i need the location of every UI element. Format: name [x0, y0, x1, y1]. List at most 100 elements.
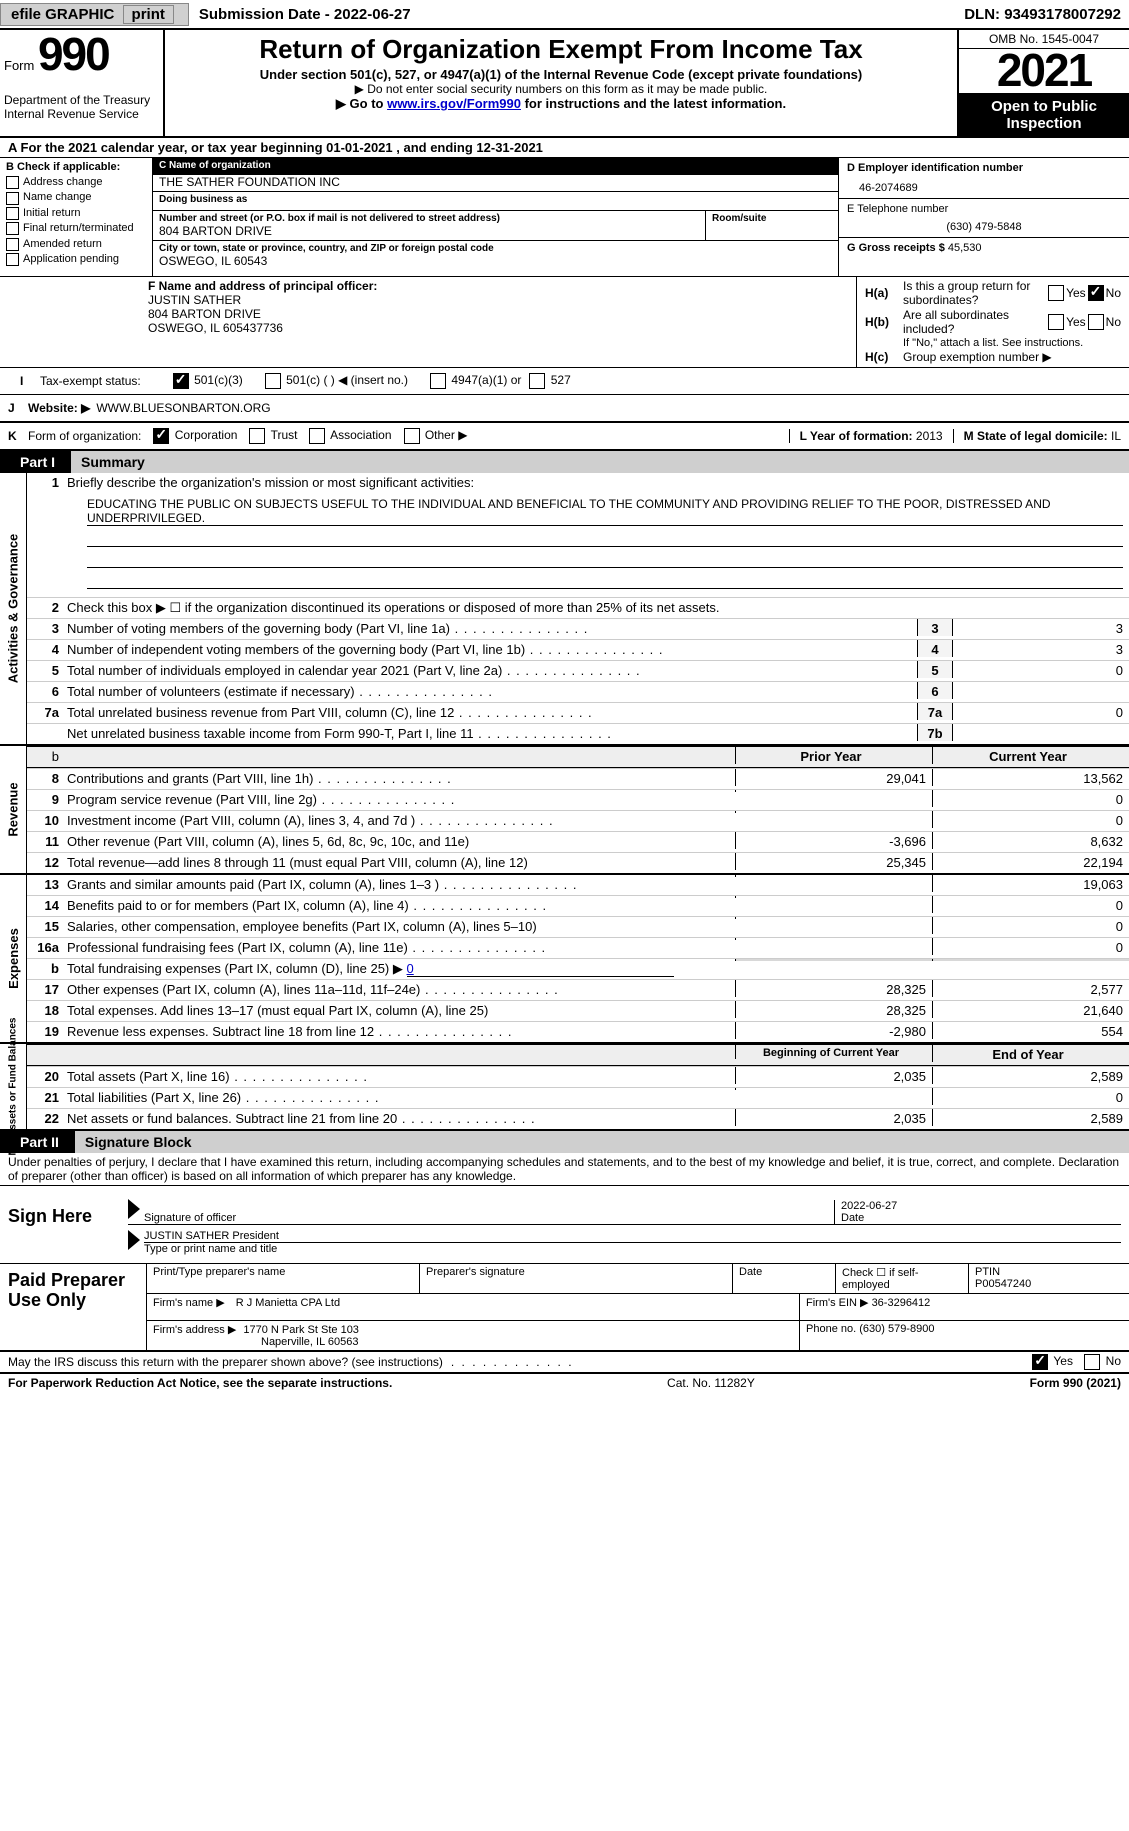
header: Form 990 Department of the Treasury Inte… [0, 30, 1129, 138]
checkbox-address-change[interactable]: Address change [6, 175, 146, 190]
k-assoc-box[interactable] [309, 428, 325, 444]
l15-curr: 0 [932, 917, 1129, 934]
net-curr-hdr: End of Year [932, 1045, 1129, 1062]
ein-label: D Employer identification number [847, 162, 1121, 174]
l19-text: Revenue less expenses. Subtract line 18 … [67, 1022, 735, 1041]
dept-treasury: Department of the Treasury [4, 93, 159, 107]
l14-num: 14 [27, 896, 67, 913]
firm-name: R J Manietta CPA Ltd [236, 1297, 340, 1309]
l6-boxval [953, 682, 1129, 684]
instructions-link[interactable]: www.irs.gov/Form990 [387, 96, 521, 111]
l14-prior [735, 896, 932, 898]
pp-sig-label: Preparer's signature [420, 1264, 733, 1293]
part2-title: Signature Block [75, 1131, 1129, 1153]
l7a-boxval: 0 [953, 703, 1129, 720]
sig-officer-label: Signature of officer [144, 1212, 834, 1224]
form-number: 990 [38, 28, 109, 80]
i-501c3-box[interactable] [173, 373, 189, 389]
section-revenue: Revenue b Prior Year Current Year 8 Cont… [0, 746, 1129, 875]
l16b-curr-shaded [932, 959, 1129, 961]
l19-prior: -2,980 [735, 1022, 932, 1039]
l9-num: 9 [27, 790, 67, 807]
l1-num: 1 [27, 473, 67, 490]
l7b-boxnum: 7b [917, 724, 953, 741]
l20-prior: 2,035 [735, 1067, 932, 1084]
l7b-text: Net unrelated business taxable income fr… [67, 724, 917, 743]
l11-prior: -3,696 [735, 832, 932, 849]
row-f-h: F Name and address of principal officer:… [0, 277, 1129, 368]
pp-date-label: Date [733, 1264, 836, 1293]
l12-curr: 22,194 [932, 853, 1129, 870]
i-501c-box[interactable] [265, 373, 281, 389]
firm-phone: (630) 579-8900 [859, 1323, 934, 1335]
l20-num: 20 [27, 1067, 67, 1084]
sign-here-label: Sign Here [0, 1186, 106, 1263]
k-corp-box[interactable] [153, 428, 169, 444]
hb-no-box[interactable] [1088, 314, 1104, 330]
b-label: B Check if applicable: [6, 160, 146, 175]
checkbox-app-pending[interactable]: Application pending [6, 252, 146, 267]
vlabel-rev: Revenue [0, 746, 27, 873]
sig-date-value: 2022-06-27 [841, 1200, 1121, 1212]
discuss-yes-box[interactable] [1032, 1354, 1048, 1370]
page-footer: For Paperwork Reduction Act Notice, see … [0, 1372, 1129, 1392]
pp-ptin-label: PTIN [975, 1266, 1123, 1278]
paid-preparer-block: Paid Preparer Use Only Print/Type prepar… [0, 1264, 1129, 1351]
submission-date: Submission Date - 2022-06-27 [199, 6, 411, 23]
print-button[interactable]: print [123, 5, 174, 24]
calendar-year-line: A For the 2021 calendar year, or tax yea… [0, 138, 1129, 158]
header-right: OMB No. 1545-0047 2021 Open to Public In… [957, 30, 1129, 136]
declaration-text: Under penalties of perjury, I declare th… [0, 1153, 1129, 1186]
l1-text: Briefly describe the organization's miss… [67, 473, 1129, 492]
l12-num: 12 [27, 853, 67, 870]
l16a-text: Professional fundraising fees (Part IX, … [67, 938, 735, 957]
checkbox-name-change[interactable]: Name change [6, 190, 146, 205]
room-label: Room/suite [712, 213, 832, 224]
l7b-num [27, 724, 67, 726]
l5-num: 5 [27, 661, 67, 678]
l7a-num: 7a [27, 703, 67, 720]
discuss-text: May the IRS discuss this return with the… [8, 1355, 443, 1369]
pp-check[interactable]: Check ☐ if self-employed [836, 1264, 969, 1293]
discuss-no-box[interactable] [1084, 1354, 1100, 1370]
form-ref: Form 990 (2021) [1030, 1376, 1121, 1390]
ha-text: Is this a group return for subordinates? [903, 279, 1046, 307]
l16a-prior [735, 938, 932, 940]
subtitle3: ▶ Go to www.irs.gov/Form990 for instruct… [171, 96, 951, 112]
l3-text: Number of voting members of the governin… [67, 619, 917, 638]
i-527-box[interactable] [529, 373, 545, 389]
section-expenses: Expenses 13 Grants and similar amounts p… [0, 875, 1129, 1044]
header-center: Return of Organization Exempt From Incom… [165, 30, 957, 136]
f-addr2: OSWEGO, IL 605437736 [148, 321, 848, 335]
l17-curr: 2,577 [932, 980, 1129, 997]
firm-addr2: Naperville, IL 60563 [153, 1336, 793, 1348]
hb-yes-box[interactable] [1048, 314, 1064, 330]
hb-label: H(b) [865, 315, 903, 329]
part2-header: Part II Signature Block [0, 1131, 1129, 1153]
l14-curr: 0 [932, 896, 1129, 913]
ha-yes-box[interactable] [1048, 285, 1064, 301]
discuss-row: May the IRS discuss this return with the… [0, 1351, 1129, 1372]
k-trust-box[interactable] [249, 428, 265, 444]
checkbox-final-return[interactable]: Final return/terminated [6, 221, 146, 236]
row-j: J Website: ▶ WWW.BLUESONBARTON.ORG [0, 395, 1129, 423]
l5-boxval: 0 [953, 661, 1129, 678]
hdr-b: b [27, 747, 67, 764]
checkbox-amended[interactable]: Amended return [6, 237, 146, 252]
k-other-box[interactable] [404, 428, 420, 444]
ha-no-box[interactable] [1088, 285, 1104, 301]
l14-text: Benefits paid to or for members (Part IX… [67, 896, 735, 915]
l7a-boxnum: 7a [917, 703, 953, 720]
paperwork-notice: For Paperwork Reduction Act Notice, see … [8, 1376, 392, 1390]
part1-title: Summary [71, 451, 1129, 473]
l13-text: Grants and similar amounts paid (Part IX… [67, 875, 735, 894]
efile-button[interactable]: efile GRAPHIC print [0, 3, 189, 26]
hb-note: If "No," attach a list. See instructions… [865, 337, 1121, 349]
c-name-label: C Name of organization [159, 160, 271, 171]
city-label: City or town, state or province, country… [159, 243, 832, 254]
i-4947-box[interactable] [430, 373, 446, 389]
l11-text: Other revenue (Part VIII, column (A), li… [67, 832, 735, 851]
checkbox-initial-return[interactable]: Initial return [6, 206, 146, 221]
col-h: H(a) Is this a group return for subordin… [857, 277, 1129, 367]
l15-num: 15 [27, 917, 67, 934]
